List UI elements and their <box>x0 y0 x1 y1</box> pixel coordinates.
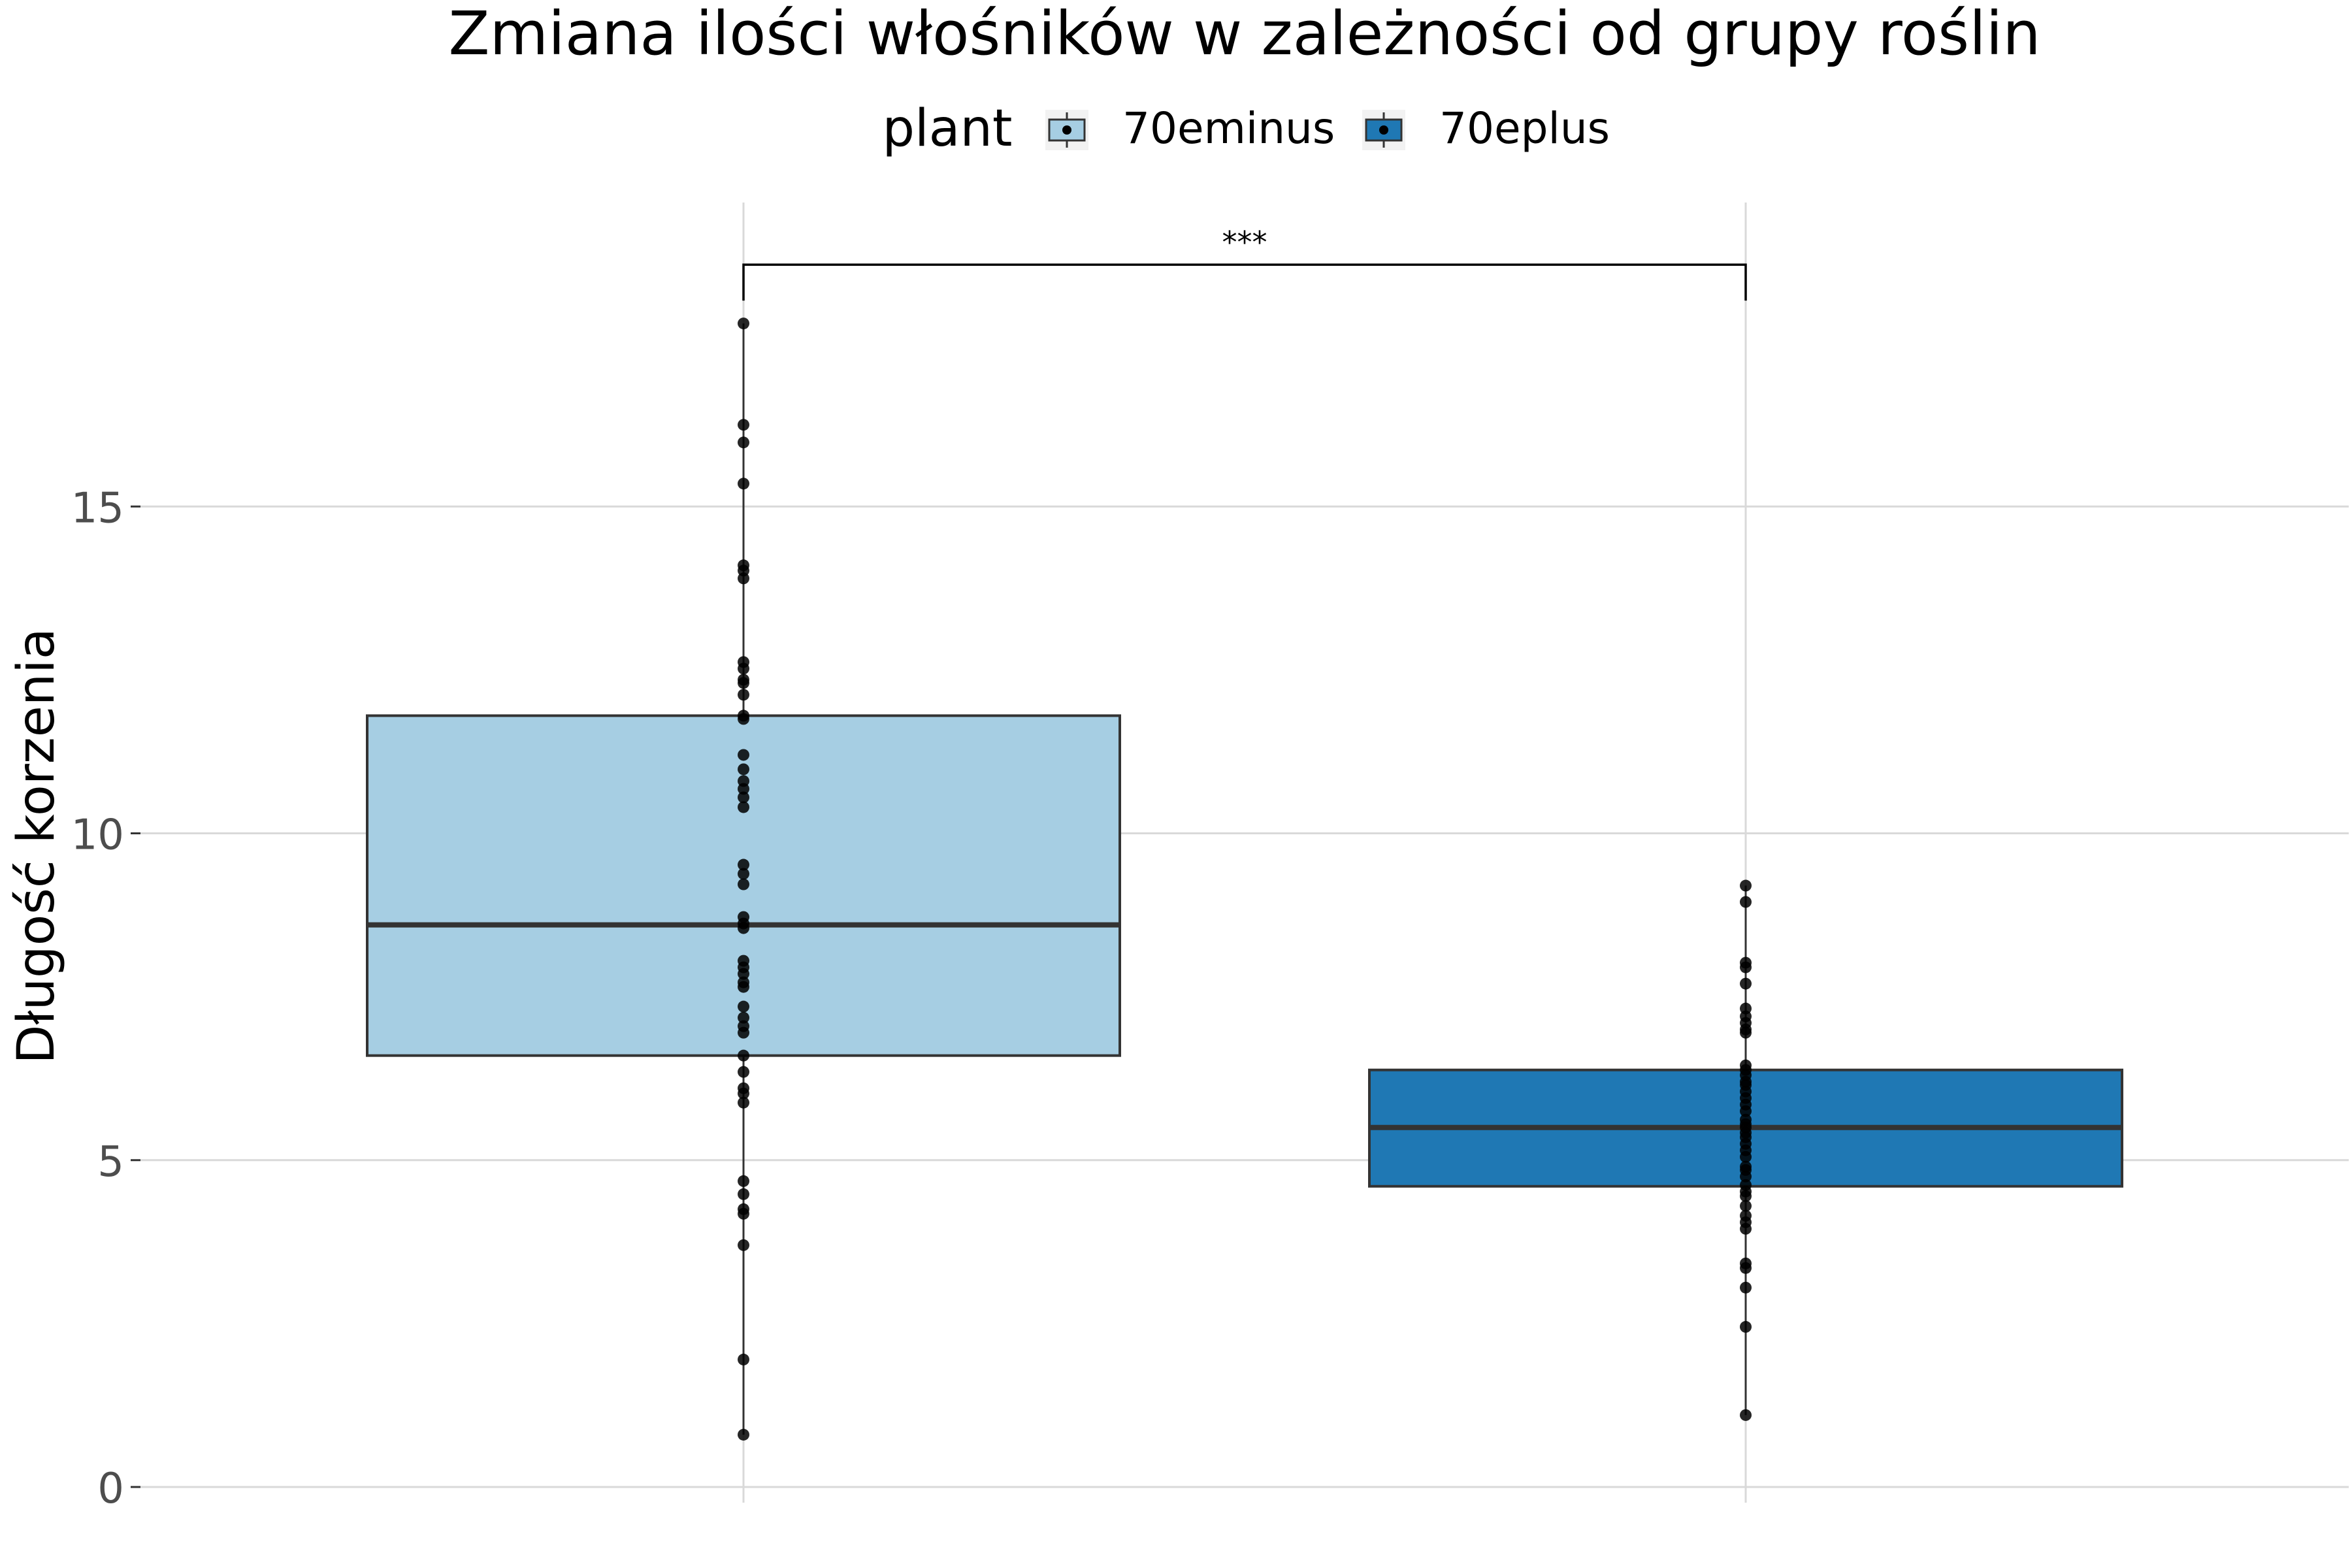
data-point-70eminus <box>738 1087 749 1100</box>
data-point-70eminus <box>738 1049 749 1062</box>
data-point-70eplus <box>1740 1170 1752 1183</box>
y-tick-label: 10 <box>71 811 124 860</box>
data-point-70eminus <box>738 968 749 980</box>
significance-bracket <box>742 263 1747 301</box>
data-point-70eminus <box>738 1011 749 1024</box>
data-point-70eminus <box>738 689 749 701</box>
data-point-70eplus <box>1740 1262 1752 1274</box>
legend-label-70eminus: 70eminus <box>1122 103 1335 154</box>
data-point-70eplus <box>1740 1320 1752 1333</box>
legend-title: plant <box>883 99 1013 158</box>
data-point-70eplus <box>1740 1200 1752 1212</box>
data-point-70eplus <box>1740 896 1752 908</box>
data-point-70eplus <box>1740 1105 1752 1117</box>
data-point-70eplus <box>1740 1222 1752 1235</box>
legend-label-70eplus: 70eplus <box>1439 103 1610 154</box>
data-point-70eminus <box>738 1207 749 1220</box>
data-point-70eminus <box>738 1188 749 1200</box>
data-point-70eplus <box>1740 1281 1752 1294</box>
y-tick-label: 5 <box>97 1138 124 1186</box>
data-point-70eminus <box>738 713 749 725</box>
data-point-70eplus <box>1740 1151 1752 1163</box>
data-point-70eminus <box>738 791 749 804</box>
data-point-70eminus <box>738 1096 749 1109</box>
data-point-70eplus <box>1740 977 1752 990</box>
data-point-70eplus <box>1740 1026 1752 1039</box>
data-point-70eplus <box>1740 1190 1752 1202</box>
plot-area: 0 5 10 15 *** <box>71 203 2349 1513</box>
legend-key-70eminus <box>1045 110 1088 150</box>
chart-title: Zmiana ilości włośników w zależności od … <box>448 0 2040 69</box>
data-point-70eminus <box>738 677 749 689</box>
data-point-70eminus <box>738 1353 749 1365</box>
data-point-70eminus <box>738 763 749 776</box>
data-point-70eminus <box>738 1428 749 1441</box>
significance-label: *** <box>1222 225 1267 260</box>
data-point-70eminus <box>738 749 749 761</box>
data-point-70eminus <box>738 1000 749 1013</box>
data-point-70eminus <box>738 783 749 795</box>
data-point-70eminus <box>738 858 749 871</box>
data-point-70eplus <box>1740 879 1752 892</box>
data-point-70eminus <box>738 1066 749 1078</box>
data-point-70eminus <box>738 878 749 890</box>
legend-key-70eplus <box>1362 110 1405 150</box>
data-point-70eminus <box>738 868 749 880</box>
y-tick-label: 15 <box>71 484 124 532</box>
data-point-70eminus <box>738 318 749 330</box>
data-point-70eminus <box>738 1026 749 1039</box>
data-point-70eplus <box>1740 961 1752 973</box>
data-point-70eplus <box>1740 1409 1752 1421</box>
data-point-70eminus <box>738 436 749 449</box>
data-point-70eminus <box>738 922 749 934</box>
y-axis-label: Długość korzenia <box>7 628 66 1064</box>
y-tick-label: 0 <box>97 1465 124 1513</box>
data-point-70eminus <box>738 419 749 431</box>
data-point-70eminus <box>738 662 749 675</box>
data-point-70eminus <box>738 478 749 490</box>
legend: plant 70eminus 70eplus <box>883 99 1610 158</box>
data-point-70eminus <box>738 572 749 585</box>
data-point-70eminus <box>738 1175 749 1187</box>
data-point-70eminus <box>738 801 749 813</box>
data-point-70eminus <box>738 981 749 993</box>
data-point-70eminus <box>738 1239 749 1251</box>
